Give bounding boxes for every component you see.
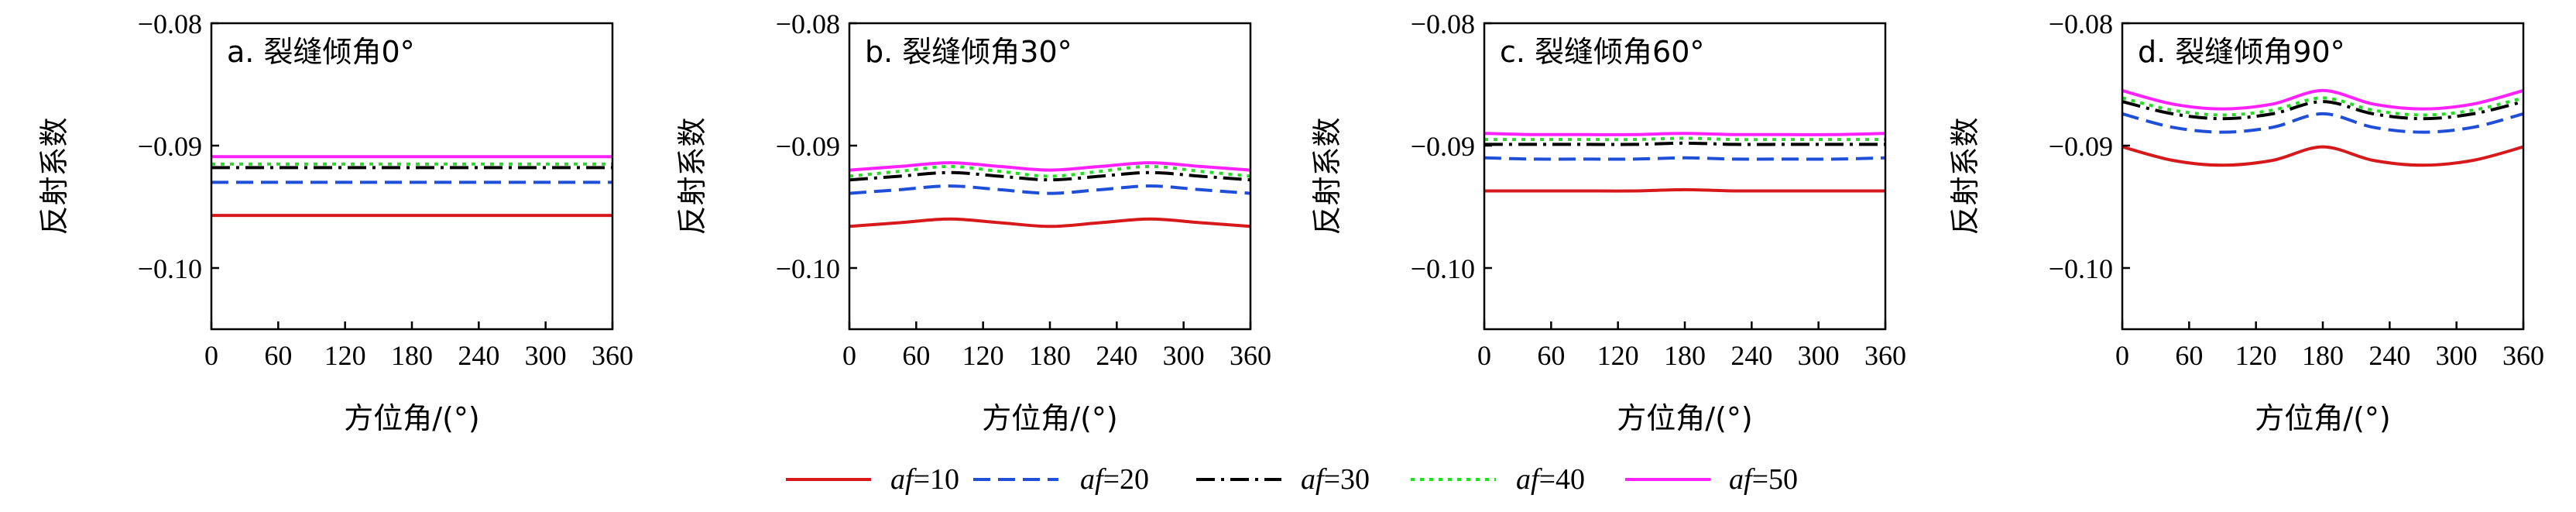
y-axis-label: 反射系数 bbox=[37, 117, 71, 235]
x-tick-label: 360 bbox=[592, 340, 633, 371]
y-tick-label: −0.09 bbox=[138, 131, 202, 162]
series-line-af20 bbox=[2122, 112, 2524, 134]
x-tick-label: 120 bbox=[324, 340, 366, 371]
panel-title: b. 裂缝倾角30° bbox=[865, 35, 1072, 69]
x-tick-label: 0 bbox=[204, 340, 218, 371]
legend-label: af=10 bbox=[890, 463, 959, 496]
plot-frame bbox=[210, 22, 614, 331]
legend-item-af50: af=50 bbox=[1625, 463, 1798, 496]
series-line-af10 bbox=[2122, 145, 2524, 167]
x-tick-label: 300 bbox=[525, 340, 567, 371]
x-tick-label: 0 bbox=[2115, 340, 2129, 371]
x-tick-label: 240 bbox=[2368, 340, 2410, 371]
legend-item-af20: af=20 bbox=[973, 463, 1149, 496]
chart-panel-1: −0.08 −0.09 −0.10 0 60 120 180 240 300 360 a. 裂缝倾角… bbox=[37, 9, 633, 435]
y-tick-label: −0.08 bbox=[776, 9, 840, 40]
y-tick-label: −0.08 bbox=[2049, 9, 2113, 40]
series-line-af10 bbox=[849, 217, 1251, 229]
legend-item-af30: af=30 bbox=[1196, 463, 1370, 496]
x-tick-label: 120 bbox=[2235, 340, 2277, 371]
y-axis-label: 反射系数 bbox=[1948, 117, 1982, 235]
x-tick-label: 180 bbox=[391, 340, 433, 371]
series-line-af50 bbox=[849, 161, 1251, 172]
x-axis-label: 方位角/(°) bbox=[1617, 401, 1752, 435]
x-tick-label: 240 bbox=[1096, 340, 1137, 371]
panel-title: a. 裂缝倾角0° bbox=[227, 35, 415, 69]
legend-label: af=50 bbox=[1729, 463, 1798, 496]
series-line-af20 bbox=[849, 184, 1251, 195]
x-tick-label: 300 bbox=[1163, 340, 1205, 371]
x-tick-label: 300 bbox=[1798, 340, 1840, 371]
plot-frame bbox=[1483, 22, 1887, 331]
x-tick-label: 0 bbox=[842, 340, 856, 371]
series-line-af50 bbox=[2122, 88, 2524, 111]
x-axis-label: 方位角/(°) bbox=[344, 401, 479, 435]
legend-item-af10: af=10 bbox=[786, 463, 959, 496]
legend-label: af=30 bbox=[1301, 463, 1370, 496]
panel-title: c. 裂缝倾角60° bbox=[1500, 35, 1704, 69]
series-line-af40 bbox=[849, 164, 1251, 178]
y-axis-label: 反射系数 bbox=[1310, 117, 1344, 235]
series-line-af20 bbox=[1484, 156, 1886, 161]
series-line-af30 bbox=[1484, 141, 1885, 146]
x-tick-label: 0 bbox=[1477, 340, 1491, 371]
y-tick-label: −0.09 bbox=[776, 131, 840, 162]
legend-label: af=20 bbox=[1080, 463, 1149, 496]
y-axis-label: 反射系数 bbox=[675, 117, 709, 235]
series-line-af10 bbox=[1484, 187, 1885, 193]
x-tick-label: 360 bbox=[1230, 340, 1271, 371]
y-tick-label: −0.09 bbox=[1411, 131, 1475, 162]
x-tick-label: 180 bbox=[1029, 340, 1071, 371]
chart-panel-3: −0.08 −0.09 −0.10 0 60 120 180 240 300 360 c. 裂缝倾角… bbox=[1310, 9, 1906, 435]
x-tick-label: 180 bbox=[1664, 340, 1706, 371]
legend: af=10 af=20 af=30 af=40 af=50 bbox=[786, 463, 1798, 496]
y-tick-label: −0.10 bbox=[138, 253, 202, 284]
series-line-af30 bbox=[849, 170, 1251, 182]
y-tick-label: −0.08 bbox=[138, 9, 202, 40]
x-tick-label: 120 bbox=[962, 340, 1004, 371]
x-tick-label: 180 bbox=[2302, 340, 2344, 371]
x-tick-label: 240 bbox=[458, 340, 499, 371]
series-line-af40 bbox=[1484, 136, 1885, 142]
y-tick-label: −0.10 bbox=[776, 253, 840, 284]
x-tick-label: 60 bbox=[1537, 340, 1565, 371]
y-tick-label: −0.10 bbox=[1411, 253, 1475, 284]
x-axis-label: 方位角/(°) bbox=[982, 401, 1117, 435]
x-tick-label: 60 bbox=[2175, 340, 2203, 371]
series-line-af40 bbox=[2122, 96, 2524, 117]
y-tick-label: −0.10 bbox=[2049, 253, 2113, 284]
x-tick-label: 360 bbox=[1864, 340, 1906, 371]
series-line-af30 bbox=[2122, 100, 2524, 121]
x-tick-label: 360 bbox=[2502, 340, 2544, 371]
y-tick-label: −0.09 bbox=[2049, 131, 2113, 162]
legend-item-af40: af=40 bbox=[1411, 463, 1585, 496]
panel-title: d. 裂缝倾角90° bbox=[2138, 35, 2345, 69]
y-tick-label: −0.08 bbox=[1411, 9, 1475, 40]
legend-label: af=40 bbox=[1516, 463, 1585, 496]
chart-panel-2: −0.08 −0.09 −0.10 0 60 120 180 240 300 360 b. 裂缝倾角… bbox=[675, 9, 1271, 435]
plot-frame bbox=[2121, 22, 2525, 331]
chart-panel-4: −0.08 −0.09 −0.10 0 60 120 180 240 300 360 d. 裂缝倾角… bbox=[1948, 9, 2544, 435]
x-tick-label: 60 bbox=[264, 340, 292, 371]
x-tick-label: 240 bbox=[1730, 340, 1772, 371]
series-line-af50 bbox=[1484, 132, 1886, 136]
x-tick-label: 300 bbox=[2436, 340, 2478, 371]
x-tick-label: 60 bbox=[902, 340, 930, 371]
x-tick-label: 120 bbox=[1597, 340, 1639, 371]
x-axis-label: 方位角/(°) bbox=[2255, 401, 2390, 435]
